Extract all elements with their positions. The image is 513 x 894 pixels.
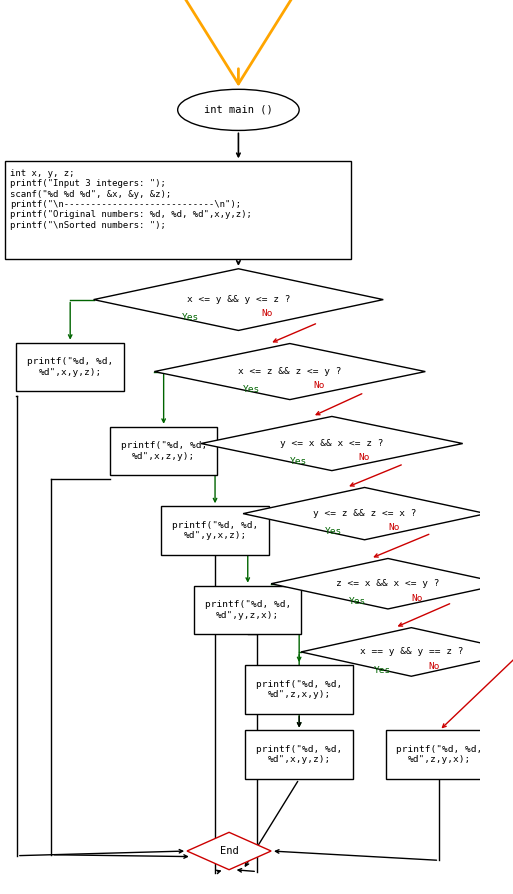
Text: printf("%d, %d,
%d",x,y,z);: printf("%d, %d, %d",x,y,z); — [27, 358, 113, 376]
Text: No: No — [358, 453, 369, 462]
Text: printf("%d, %d,
%d",x,z,y);: printf("%d, %d, %d",x,z,y); — [121, 442, 207, 460]
Text: No: No — [388, 524, 400, 533]
Polygon shape — [301, 628, 513, 676]
Text: printf("%d, %d,
%d",z,x,y);: printf("%d, %d, %d",z,x,y); — [256, 679, 342, 699]
Polygon shape — [271, 559, 505, 609]
FancyBboxPatch shape — [245, 665, 353, 713]
FancyBboxPatch shape — [161, 506, 269, 555]
Text: printf("%d, %d,
%d",x,y,z);: printf("%d, %d, %d",x,y,z); — [256, 745, 342, 764]
Polygon shape — [187, 832, 271, 870]
Text: x == y && y == z ?: x == y && y == z ? — [360, 647, 463, 656]
Ellipse shape — [177, 89, 299, 131]
FancyBboxPatch shape — [194, 586, 302, 634]
Text: Yes: Yes — [325, 527, 343, 536]
Text: Yes: Yes — [349, 597, 366, 606]
FancyBboxPatch shape — [110, 426, 218, 476]
Text: Yes: Yes — [374, 665, 391, 674]
Text: printf("%d, %d,
%d",y,x,z);: printf("%d, %d, %d",y,x,z); — [172, 520, 258, 540]
Text: printf("%d, %d,
%d",y,z,x);: printf("%d, %d, %d",y,z,x); — [205, 600, 291, 620]
Text: Yes: Yes — [182, 313, 200, 322]
Text: x <= z && z <= y ?: x <= z && z <= y ? — [238, 367, 342, 376]
Text: z <= x && x <= y ?: z <= x && x <= y ? — [336, 579, 440, 588]
Polygon shape — [154, 343, 425, 400]
Text: No: No — [313, 382, 325, 391]
Text: y <= x && x <= z ?: y <= x && x <= z ? — [280, 439, 384, 448]
Text: printf("%d, %d,
%d",z,y,x);: printf("%d, %d, %d",z,y,x); — [396, 745, 482, 764]
Text: No: No — [262, 309, 273, 318]
Text: Yes: Yes — [290, 457, 307, 466]
Text: No: No — [428, 662, 440, 670]
Text: int main (): int main () — [204, 105, 273, 115]
FancyBboxPatch shape — [245, 730, 353, 779]
FancyBboxPatch shape — [16, 342, 124, 392]
Text: End: End — [220, 846, 239, 856]
FancyBboxPatch shape — [386, 730, 493, 779]
Polygon shape — [243, 487, 486, 540]
Text: int x, y, z;
printf("Input 3 integers: ");
scanf("%d %d %d", &x, &y, &z);
printf: int x, y, z; printf("Input 3 integers: "… — [10, 169, 252, 230]
Polygon shape — [93, 269, 383, 331]
Text: y <= z && z <= x ?: y <= z && z <= x ? — [313, 509, 417, 519]
FancyBboxPatch shape — [5, 161, 350, 259]
Text: x <= y && y <= z ?: x <= y && y <= z ? — [187, 295, 290, 304]
Polygon shape — [201, 417, 463, 470]
Text: No: No — [411, 594, 423, 603]
Text: Yes: Yes — [243, 385, 260, 394]
